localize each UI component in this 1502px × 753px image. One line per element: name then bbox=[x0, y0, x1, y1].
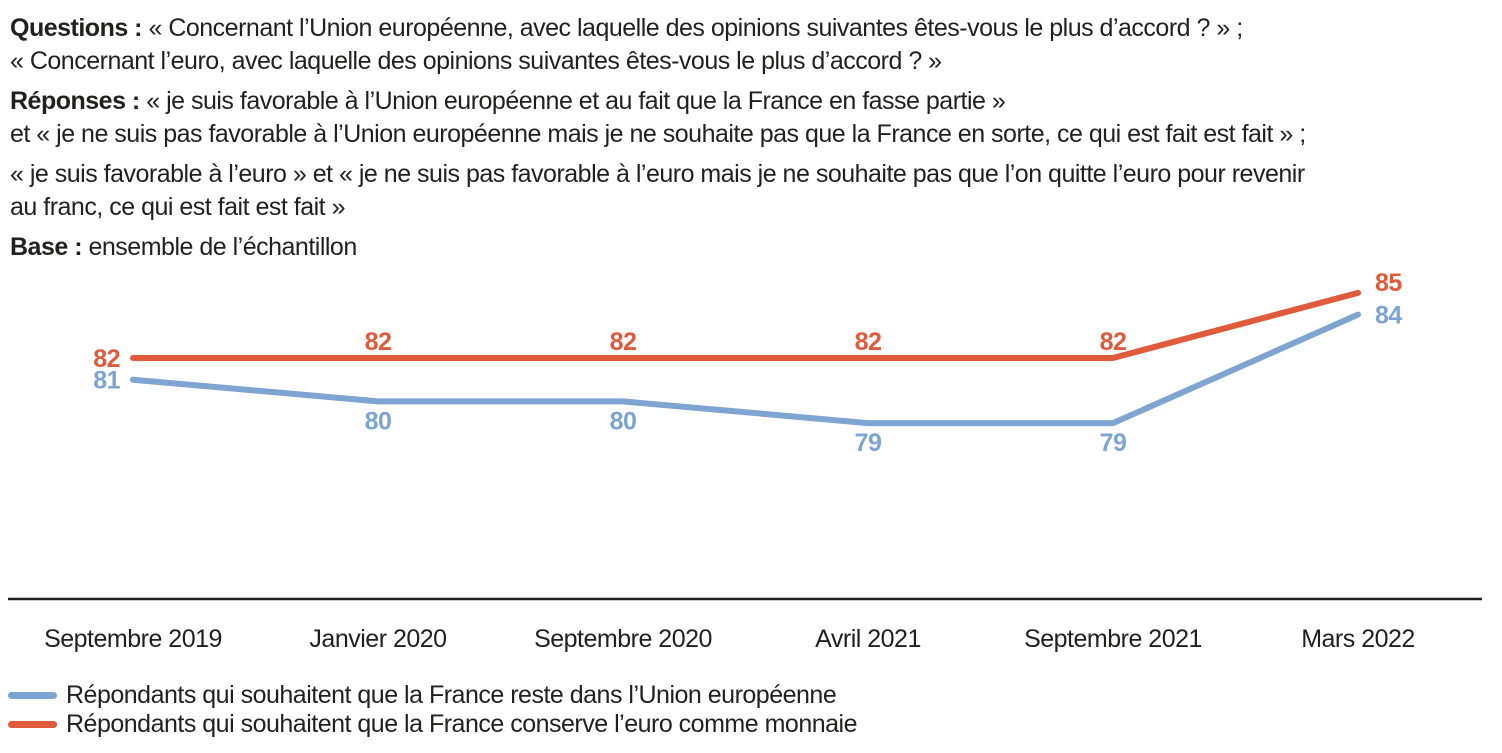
data-point-label: 82 bbox=[1100, 328, 1127, 356]
data-point-label: 82 bbox=[855, 328, 882, 356]
legend-label-union-europeenne: Répondants qui souhaitent que la France … bbox=[66, 681, 837, 709]
x-axis-label: Septembre 2019 bbox=[44, 625, 222, 653]
data-point-label: 82 bbox=[610, 328, 637, 356]
questions-line-2: « Concernant l’euro, avec laquelle des o… bbox=[10, 47, 942, 75]
questions-paragraph: Questions : « Concernant l’Union europée… bbox=[10, 12, 1494, 78]
questions-line-1: Questions : « Concernant l’Union europée… bbox=[10, 12, 1494, 45]
legend-item-euro: Répondants qui souhaitent que la France … bbox=[8, 710, 858, 739]
data-point-label: 82 bbox=[365, 328, 392, 356]
data-point-label: 85 bbox=[1375, 269, 1402, 297]
base-paragraph: Base : ensemble de l’échantillon bbox=[10, 231, 1494, 264]
legend-swatch-orange-line-icon bbox=[8, 721, 57, 728]
reponses-line-3: « je suis favorable à l’euro » et « je n… bbox=[10, 160, 1305, 188]
reponses-line-2: et « je ne suis pas favorable à l’Union … bbox=[10, 120, 1306, 148]
x-axis-label: Avril 2021 bbox=[815, 625, 921, 653]
reponses-paragraph: Réponses : « je suis favorable à l’Union… bbox=[10, 85, 1494, 151]
reponses-line-1: Réponses : « je suis favorable à l’Union… bbox=[10, 85, 1494, 118]
reponses-paragraph-2: « je suis favorable à l’euro » et « je n… bbox=[10, 158, 1494, 224]
x-axis-label: Septembre 2020 bbox=[534, 625, 712, 653]
data-point-label: 80 bbox=[610, 407, 637, 435]
data-point-label: 81 bbox=[93, 367, 120, 395]
reponses-label: Réponses : bbox=[10, 87, 140, 115]
questions-label: Questions : bbox=[10, 14, 143, 42]
data-point-label: 80 bbox=[365, 407, 392, 435]
base-line: Base : ensemble de l’échantillon bbox=[10, 231, 1494, 264]
base-label: Base : bbox=[10, 233, 83, 261]
data-point-label: 79 bbox=[855, 429, 882, 457]
line-chart: Septembre 2019 Janvier 2020 Septembre 2020… bbox=[8, 269, 1482, 653]
series-line-union-europeenne bbox=[130, 311, 1361, 427]
chart-header: Questions : « Concernant l’Union europée… bbox=[10, 12, 1494, 264]
legend-swatch-blue-line-icon bbox=[8, 692, 57, 699]
legend-item-union-europeenne: Répondants qui souhaitent que la France … bbox=[8, 681, 857, 710]
data-point-label: 82 bbox=[93, 345, 120, 373]
questions-text-1: « Concernant l’Union européenne, avec la… bbox=[148, 14, 1243, 42]
x-axis-label: Septembre 2021 bbox=[1024, 625, 1202, 653]
data-point-label: 79 bbox=[1100, 429, 1127, 457]
data-point-label: 84 bbox=[1375, 302, 1402, 330]
reponses-text-1: « je suis favorable à l’Union européenne… bbox=[146, 87, 1006, 115]
series-line-euro bbox=[130, 289, 1361, 361]
x-axis-label: Mars 2022 bbox=[1301, 625, 1415, 653]
legend: Répondants qui souhaitent que la France … bbox=[8, 681, 858, 739]
base-text: ensemble de l’échantillon bbox=[88, 233, 358, 261]
x-axis-label: Janvier 2020 bbox=[309, 625, 446, 653]
reponses-line-4: au franc, ce qui est fait est fait » bbox=[10, 193, 345, 221]
legend-label-euro: Répondants qui souhaitent que la France … bbox=[66, 710, 858, 738]
